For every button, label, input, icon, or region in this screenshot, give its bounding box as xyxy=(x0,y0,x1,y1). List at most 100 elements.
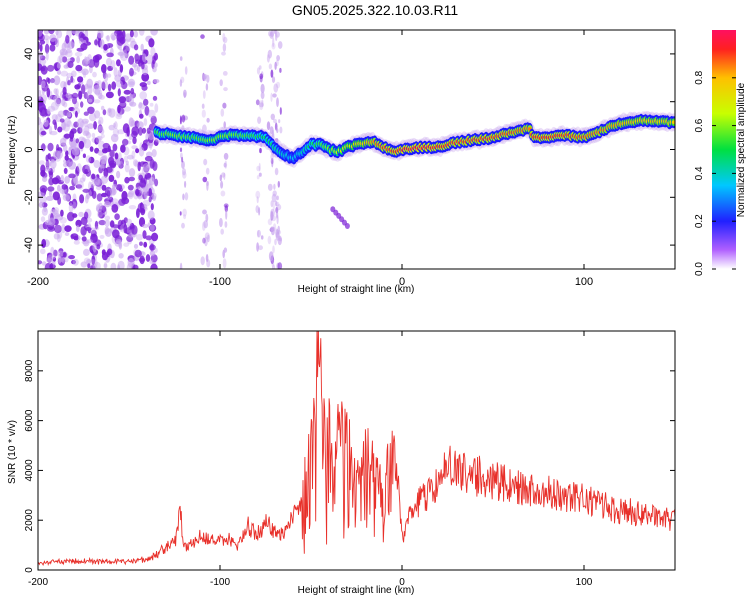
noise-speckle xyxy=(153,79,160,84)
noise-speckle xyxy=(65,34,70,44)
noise-speckle xyxy=(275,59,279,67)
noise-speckle xyxy=(112,128,119,137)
noise-speckle xyxy=(222,258,227,269)
noise-speckle xyxy=(39,121,43,131)
noise-speckle xyxy=(276,128,279,134)
noise-speckle xyxy=(258,172,262,177)
x-tick-label: -100 xyxy=(209,276,231,288)
noise-speckle xyxy=(79,177,86,183)
noise-speckle xyxy=(144,105,150,116)
noise-speckle xyxy=(38,116,41,126)
noise-speckle xyxy=(146,80,151,85)
noise-speckle xyxy=(101,64,107,74)
noise-speckle xyxy=(219,217,223,228)
noise-speckle xyxy=(81,68,89,76)
noise-speckle xyxy=(68,201,74,206)
noise-speckle xyxy=(92,55,100,63)
noise-speckle xyxy=(202,209,207,215)
noise-speckle xyxy=(276,97,279,108)
noise-speckle xyxy=(96,193,103,202)
noise-speckle xyxy=(128,168,136,177)
noise-speckle xyxy=(118,96,127,104)
noise-speckle xyxy=(224,205,228,213)
noise-speckle xyxy=(255,99,260,106)
noise-speckle xyxy=(200,34,205,39)
noise-speckle xyxy=(133,44,139,51)
noise-speckle xyxy=(202,73,208,80)
noise-speckle xyxy=(125,160,129,166)
noise-speckle xyxy=(202,124,207,134)
noise-speckle xyxy=(61,223,66,234)
noise-speckle xyxy=(62,251,67,258)
noise-speckle xyxy=(57,184,61,192)
noise-speckle xyxy=(148,176,155,186)
noise-speckle xyxy=(273,223,277,232)
noise-speckle xyxy=(115,184,123,191)
noise-speckle xyxy=(38,41,41,50)
noise-speckle xyxy=(220,228,224,235)
noise-speckle xyxy=(259,73,264,80)
noise-speckle xyxy=(121,197,130,205)
noise-speckle xyxy=(181,156,184,163)
noise-speckle xyxy=(275,200,278,207)
noise-speckle xyxy=(148,188,152,197)
noise-speckle xyxy=(88,156,95,164)
noise-speckle xyxy=(141,72,150,82)
noise-speckle xyxy=(267,235,272,245)
noise-speckle xyxy=(205,254,209,263)
noise-speckle xyxy=(75,219,82,228)
noise-speckle xyxy=(120,144,126,153)
noise-speckle xyxy=(68,203,74,213)
noise-speckle xyxy=(40,80,46,89)
noise-speckle xyxy=(221,51,226,56)
noise-speckle xyxy=(224,221,228,228)
noise-speckle xyxy=(151,149,157,158)
noise-speckle xyxy=(137,202,145,213)
noise-speckle xyxy=(150,254,158,263)
noise-speckle xyxy=(75,225,80,232)
noise-speckle xyxy=(223,172,226,180)
noise-speckle xyxy=(101,154,108,162)
noise-speckle xyxy=(127,192,134,198)
noise-speckle xyxy=(94,137,99,145)
noise-speckle xyxy=(267,183,273,191)
colorbar-tick-label: 0.0 xyxy=(694,262,705,276)
noise-speckle xyxy=(73,240,80,245)
noise-speckle xyxy=(147,210,155,220)
x-tick-label: -100 xyxy=(210,577,230,588)
noise-speckle xyxy=(275,228,279,236)
noise-speckle xyxy=(52,256,57,262)
y-tick-label: -20 xyxy=(23,189,35,205)
noise-speckle xyxy=(179,262,183,269)
noise-speckle xyxy=(223,87,228,92)
noise-speckle xyxy=(275,32,278,42)
noise-speckle xyxy=(150,30,158,36)
y-tick-label: 0 xyxy=(24,567,35,573)
noise-speckle xyxy=(270,113,275,121)
noise-speckle xyxy=(141,223,149,229)
noise-speckle xyxy=(222,32,226,43)
noise-speckle xyxy=(112,229,120,239)
noise-speckle xyxy=(71,259,76,265)
noise-speckle xyxy=(56,69,62,75)
noise-speckle xyxy=(70,75,74,83)
noise-speckle xyxy=(143,241,148,248)
noise-speckle xyxy=(51,114,58,121)
noise-speckle xyxy=(129,30,134,38)
noise-speckle xyxy=(141,167,149,176)
noise-speckle xyxy=(127,184,134,191)
noise-speckle xyxy=(107,73,112,78)
noise-speckle xyxy=(131,145,138,150)
noise-speckle xyxy=(52,119,57,125)
noise-speckle xyxy=(65,92,72,99)
noise-speckle xyxy=(255,190,261,199)
noise-speckle xyxy=(275,201,280,207)
noise-speckle xyxy=(268,251,274,262)
noise-speckle xyxy=(220,180,224,189)
noise-speckle xyxy=(39,185,48,193)
noise-speckle xyxy=(62,194,71,202)
noise-speckle xyxy=(105,91,114,99)
noise-speckle xyxy=(109,220,115,228)
noise-speckle xyxy=(142,230,147,239)
